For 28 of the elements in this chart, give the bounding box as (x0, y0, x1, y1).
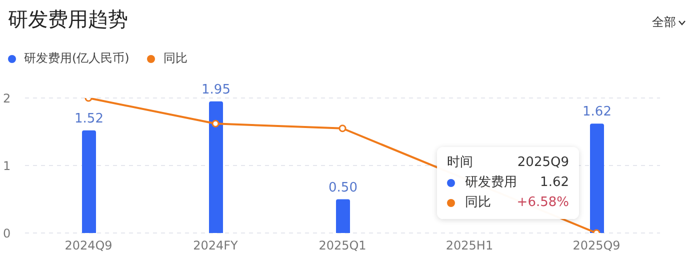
legend-label: 研发费用(亿人民币) (23, 50, 130, 67)
x-tick-label: 2024FY (193, 238, 239, 253)
data-label: 0.50 (328, 180, 358, 196)
x-tick-label: 2024Q9 (64, 238, 112, 253)
annotation: +6.58% (516, 194, 569, 212)
legend-label: 同比 (162, 50, 188, 67)
point (212, 120, 220, 128)
annotation: 同比 (464, 194, 491, 212)
data-label: 1.52 (74, 111, 104, 126)
annotation: 2025Q9 (517, 154, 569, 172)
y-tick-label: 2 (3, 91, 11, 106)
bar (82, 130, 96, 233)
annotation: 研发费用 (464, 174, 517, 192)
bar (336, 199, 350, 233)
point (338, 124, 346, 132)
bar (590, 124, 604, 233)
bar (209, 101, 223, 233)
data-label: 1.95 (202, 82, 230, 98)
y-tick-label: 0 (3, 226, 11, 240)
annotation: 1.62 (540, 174, 569, 192)
y-tick-label: 1 (3, 158, 11, 173)
x-tick-label: 2025H1 (446, 238, 494, 253)
chart-title: 研发费用趋势 (8, 6, 128, 33)
text: 全部 (652, 14, 676, 31)
data-label: 1.62 (582, 104, 612, 120)
x-tick-label: 2025Q1 (318, 238, 366, 253)
x-tick-label: 2025Q9 (572, 238, 620, 253)
annotation: 时间 (447, 154, 473, 172)
